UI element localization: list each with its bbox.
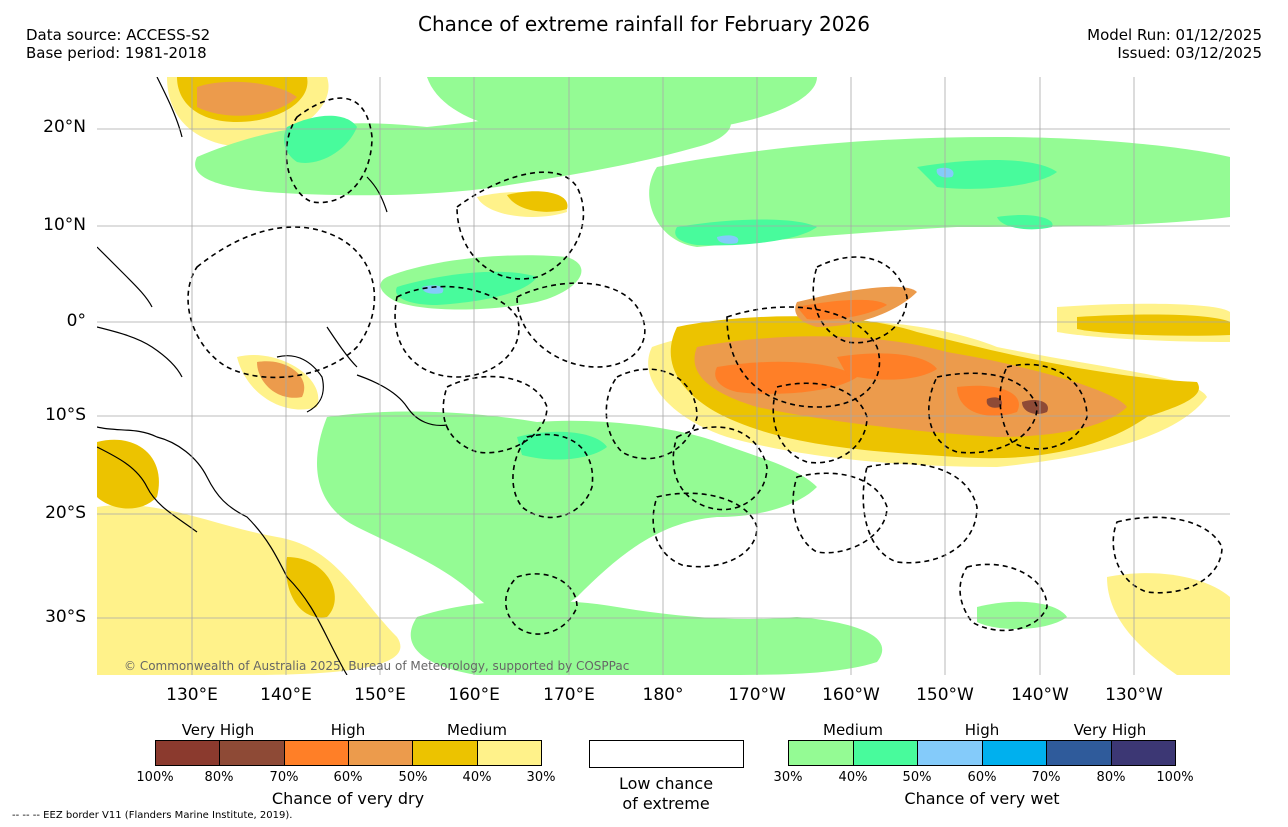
wet-swatch bbox=[853, 741, 918, 765]
dry-tick: 70% bbox=[269, 770, 299, 785]
dry-swatch bbox=[348, 741, 414, 765]
wet-category-high: High bbox=[964, 721, 1000, 739]
wet-swatch bbox=[1047, 741, 1112, 765]
wet-category-medium: Medium bbox=[823, 721, 883, 739]
source-info: Data source: ACCESS-S2 Base period: 1981… bbox=[26, 26, 210, 62]
wet-swatch bbox=[789, 741, 854, 765]
wet-tick: 80% bbox=[1096, 770, 1126, 785]
issued-date: Issued: 03/12/2025 bbox=[1117, 44, 1262, 62]
copyright-note: © Commonwealth of Australia 2025, Bureau… bbox=[124, 659, 630, 673]
lon-label: 170°W bbox=[728, 685, 786, 705]
wet-swatch bbox=[1111, 741, 1175, 765]
lat-label: 20°S bbox=[45, 503, 86, 523]
graticule bbox=[97, 77, 1230, 675]
lat-label: 10°S bbox=[45, 405, 86, 425]
dry-tick: 30% bbox=[526, 770, 556, 785]
lon-label: 140°E bbox=[260, 685, 312, 705]
wet-swatch bbox=[918, 741, 983, 765]
lat-label: 10°N bbox=[43, 215, 86, 235]
dry-swatch bbox=[156, 741, 221, 765]
dry-tick: 80% bbox=[204, 770, 234, 785]
dry-tick: 60% bbox=[333, 770, 363, 785]
lon-label: 170°E bbox=[543, 685, 595, 705]
dry-swatch bbox=[220, 741, 285, 765]
brown-dry-patches bbox=[986, 397, 1048, 414]
lon-label: 160°W bbox=[822, 685, 880, 705]
lat-label: 20°N bbox=[43, 117, 86, 137]
map-title: Chance of extreme rainfall for February … bbox=[418, 12, 870, 36]
low-chance-label-1: Low chance bbox=[618, 774, 714, 793]
coastlines bbox=[97, 77, 448, 675]
low-chance-swatch bbox=[589, 740, 744, 768]
wet-colorbar bbox=[788, 740, 1176, 766]
wet-tick: 50% bbox=[902, 770, 932, 785]
wet-swatch bbox=[982, 741, 1047, 765]
lon-label: 140°W bbox=[1011, 685, 1069, 705]
wet-category-very-high: Very High bbox=[1073, 721, 1147, 739]
eez-border-note: -- -- -- EEZ border V11 (Flanders Marine… bbox=[12, 810, 293, 821]
wet-tick: 30% bbox=[773, 770, 803, 785]
lat-label: 0° bbox=[66, 311, 86, 331]
dry-legend-label: Chance of very dry bbox=[271, 789, 425, 808]
data-source: Data source: ACCESS-S2 bbox=[26, 26, 211, 44]
lon-label: 150°W bbox=[916, 685, 974, 705]
wet-tick: 100% bbox=[1156, 770, 1194, 785]
dry-category-medium: Medium bbox=[447, 721, 507, 739]
lon-label: 160°E bbox=[448, 685, 500, 705]
eez-borders bbox=[187, 97, 1223, 635]
lon-label: 150°E bbox=[354, 685, 406, 705]
deep-orange-dry-patches bbox=[715, 299, 1019, 416]
dry-swatch bbox=[477, 741, 541, 765]
rainfall-map[interactable] bbox=[97, 77, 1230, 675]
lon-label: 180° bbox=[642, 685, 684, 705]
run-info: Model Run: 01/12/2025 Issued: 03/12/2025 bbox=[1087, 26, 1262, 62]
dry-swatch bbox=[284, 741, 349, 765]
dry-swatch bbox=[413, 741, 478, 765]
dry-colorbar bbox=[155, 740, 542, 766]
low-chance-label-2: of extreme bbox=[622, 794, 710, 813]
base-period: Base period: 1981-2018 bbox=[26, 44, 207, 62]
lon-label: 130°W bbox=[1105, 685, 1163, 705]
dry-category-high: High bbox=[330, 721, 366, 739]
lat-label: 30°S bbox=[45, 607, 86, 627]
dry-tick: 50% bbox=[398, 770, 428, 785]
wet-legend-label: Chance of very wet bbox=[904, 789, 1060, 808]
lon-label: 130°E bbox=[166, 685, 218, 705]
wet-tick: 40% bbox=[838, 770, 868, 785]
wet-tick: 60% bbox=[967, 770, 997, 785]
wet-tick: 70% bbox=[1031, 770, 1061, 785]
dry-tick: 40% bbox=[462, 770, 492, 785]
model-run: Model Run: 01/12/2025 bbox=[1087, 26, 1262, 44]
dry-category-very-high: Very High bbox=[181, 721, 255, 739]
dry-tick: 100% bbox=[136, 770, 174, 785]
